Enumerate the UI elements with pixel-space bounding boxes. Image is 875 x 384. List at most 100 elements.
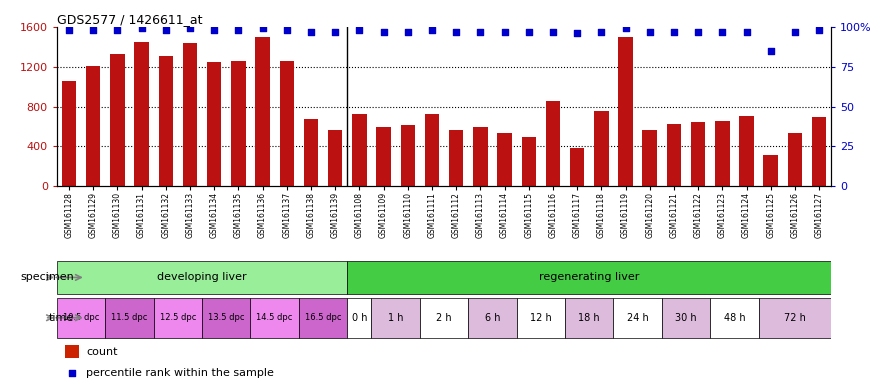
Bar — [255, 37, 270, 186]
Bar — [62, 81, 76, 186]
Bar — [250, 298, 299, 338]
Text: count: count — [87, 347, 118, 357]
Point — [255, 25, 270, 31]
Bar — [424, 114, 439, 186]
Bar — [468, 298, 516, 338]
Bar — [299, 298, 347, 338]
Point — [86, 27, 100, 33]
Point — [643, 28, 657, 35]
Bar — [715, 121, 730, 186]
Text: 18 h: 18 h — [578, 313, 600, 323]
Point — [401, 28, 415, 35]
Text: time: time — [49, 313, 74, 323]
Bar — [594, 111, 609, 186]
Bar — [565, 298, 613, 338]
Bar — [642, 131, 657, 186]
Point — [473, 28, 487, 35]
Text: 14.5 dpc: 14.5 dpc — [256, 313, 293, 322]
Point — [304, 28, 318, 35]
Point — [812, 27, 826, 33]
Point — [231, 27, 245, 33]
Point — [667, 28, 681, 35]
Bar — [401, 126, 415, 186]
Bar — [279, 61, 294, 186]
Text: 13.5 dpc: 13.5 dpc — [208, 313, 244, 322]
Bar — [522, 137, 536, 186]
Point — [739, 28, 753, 35]
Bar — [154, 298, 202, 338]
Bar — [57, 261, 347, 294]
Bar — [110, 54, 124, 186]
Bar — [546, 101, 560, 186]
Bar — [158, 56, 173, 186]
Bar — [202, 298, 250, 338]
Text: 1 h: 1 h — [388, 313, 403, 323]
Bar — [86, 66, 101, 186]
Point — [570, 258, 584, 265]
Point — [716, 28, 730, 35]
Bar — [739, 116, 754, 186]
Point — [280, 27, 294, 33]
Text: 2 h: 2 h — [437, 313, 452, 323]
Point — [207, 27, 221, 33]
Text: 12 h: 12 h — [530, 313, 552, 323]
Bar — [473, 127, 487, 186]
Bar — [613, 298, 662, 338]
Point — [498, 28, 512, 35]
Bar — [57, 298, 105, 338]
Point — [183, 25, 197, 31]
Bar — [347, 298, 372, 338]
Point — [135, 25, 149, 31]
Point — [62, 27, 76, 33]
Text: 48 h: 48 h — [724, 313, 746, 323]
Text: 30 h: 30 h — [676, 313, 696, 323]
Bar — [516, 298, 565, 338]
Text: regenerating liver: regenerating liver — [539, 272, 640, 283]
Point — [522, 28, 536, 35]
Bar — [764, 156, 778, 186]
Bar — [65, 345, 79, 358]
Bar — [570, 148, 584, 186]
Point — [546, 28, 560, 35]
Bar — [619, 37, 633, 186]
Bar — [347, 261, 831, 294]
Bar — [420, 298, 468, 338]
Bar — [231, 61, 246, 186]
Point — [449, 28, 463, 35]
Point — [570, 30, 584, 36]
Point — [376, 28, 390, 35]
Text: 16.5 dpc: 16.5 dpc — [304, 313, 341, 322]
Text: 11.5 dpc: 11.5 dpc — [111, 313, 148, 322]
Bar — [759, 298, 831, 338]
Bar — [662, 298, 710, 338]
Point — [328, 28, 342, 35]
Bar — [812, 116, 826, 186]
Text: 12.5 dpc: 12.5 dpc — [159, 313, 196, 322]
Bar — [788, 134, 802, 186]
Point — [691, 28, 705, 35]
Bar — [372, 298, 420, 338]
Point — [110, 27, 124, 33]
Point — [619, 25, 633, 31]
Text: 72 h: 72 h — [784, 313, 806, 323]
Bar — [135, 42, 149, 186]
Text: 10.5 dpc: 10.5 dpc — [63, 313, 99, 322]
Text: 0 h: 0 h — [352, 313, 367, 323]
Point — [788, 28, 802, 35]
Text: specimen: specimen — [21, 272, 74, 283]
Point — [353, 27, 367, 33]
Point — [425, 27, 439, 33]
Bar — [183, 43, 197, 186]
Point — [158, 27, 172, 33]
Text: developing liver: developing liver — [158, 272, 247, 283]
Point — [764, 48, 778, 54]
Bar — [105, 298, 154, 338]
Bar — [376, 127, 391, 186]
Bar — [449, 131, 464, 186]
Bar — [328, 131, 342, 186]
Bar — [667, 124, 682, 186]
Bar — [206, 62, 221, 186]
Point — [594, 28, 608, 35]
Text: 6 h: 6 h — [485, 313, 500, 323]
Bar — [352, 114, 367, 186]
